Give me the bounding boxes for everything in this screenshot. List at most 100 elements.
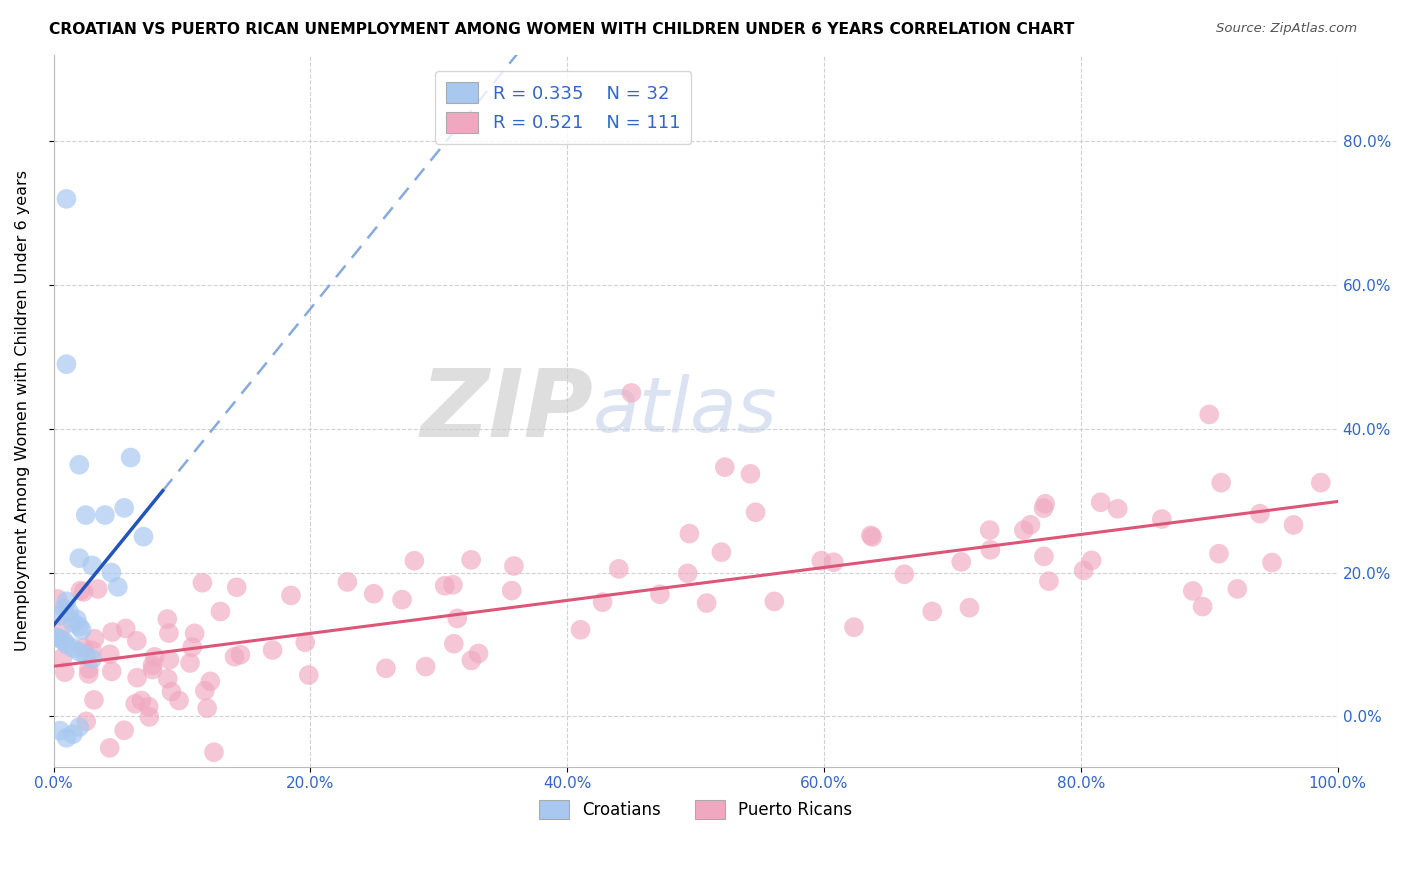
Point <box>1208 547 1230 561</box>
Point <box>58 605 80 619</box>
Point <box>810 554 832 568</box>
Point <box>1226 582 1249 596</box>
Point <box>138 710 160 724</box>
Point <box>49 632 72 646</box>
Point <box>569 623 592 637</box>
Point <box>1309 475 1331 490</box>
Point <box>959 600 981 615</box>
Point <box>860 530 883 544</box>
Point <box>1019 517 1042 532</box>
Point <box>70 623 93 637</box>
Point <box>67 644 90 658</box>
Point <box>1012 523 1035 537</box>
Text: CROATIAN VS PUERTO RICAN UNEMPLOYMENT AMONG WOMEN WITH CHILDREN UNDER 6 YEARS CO: CROATIAN VS PUERTO RICAN UNEMPLOYMENT AM… <box>49 22 1074 37</box>
Point <box>744 505 766 519</box>
Point <box>280 588 302 602</box>
Point <box>62 615 84 630</box>
Point <box>67 720 90 734</box>
Point <box>183 626 205 640</box>
Point <box>100 566 122 580</box>
Point <box>678 526 700 541</box>
Point <box>194 683 217 698</box>
Point <box>156 612 179 626</box>
Point <box>49 723 72 738</box>
Point <box>1198 408 1220 422</box>
Point <box>1261 556 1284 570</box>
Point <box>125 633 148 648</box>
Point <box>157 626 180 640</box>
Point <box>141 658 163 673</box>
Point <box>191 575 214 590</box>
Point <box>676 566 699 581</box>
Point <box>441 578 464 592</box>
Point <box>336 574 359 589</box>
Point <box>502 558 524 573</box>
Point <box>467 647 489 661</box>
Point <box>740 467 762 481</box>
Point <box>138 699 160 714</box>
Point <box>1032 549 1054 564</box>
Point <box>374 661 396 675</box>
Point <box>131 693 153 707</box>
Point <box>1181 583 1204 598</box>
Point <box>67 551 90 566</box>
Point <box>157 653 180 667</box>
Point <box>202 745 225 759</box>
Point <box>1150 512 1173 526</box>
Point <box>53 665 76 680</box>
Point <box>195 701 218 715</box>
Point <box>714 460 737 475</box>
Point <box>209 604 232 618</box>
Point <box>49 608 72 623</box>
Point <box>66 612 89 626</box>
Point <box>262 643 284 657</box>
Point <box>607 562 630 576</box>
Point <box>62 640 84 655</box>
Point <box>229 648 252 662</box>
Point <box>460 653 482 667</box>
Point <box>842 620 865 634</box>
Point <box>82 558 104 573</box>
Y-axis label: Unemployment Among Women with Children Under 6 years: Unemployment Among Women with Children U… <box>15 170 30 651</box>
Point <box>167 693 190 707</box>
Point <box>1282 517 1305 532</box>
Point <box>52 633 75 648</box>
Point <box>950 555 973 569</box>
Point <box>55 594 77 608</box>
Point <box>696 596 718 610</box>
Text: Source: ZipAtlas.com: Source: ZipAtlas.com <box>1216 22 1357 36</box>
Point <box>156 672 179 686</box>
Point <box>225 580 247 594</box>
Point <box>94 508 117 522</box>
Point <box>98 740 121 755</box>
Point <box>62 727 84 741</box>
Point <box>1073 563 1095 577</box>
Point <box>363 587 385 601</box>
Point <box>298 668 321 682</box>
Point <box>124 697 146 711</box>
Point <box>763 594 786 608</box>
Point <box>1249 507 1271 521</box>
Point <box>55 637 77 651</box>
Point <box>73 584 96 599</box>
Point <box>391 592 413 607</box>
Point <box>98 648 121 662</box>
Point <box>710 545 733 559</box>
Point <box>620 385 643 400</box>
Point <box>101 625 124 640</box>
Point <box>979 542 1001 557</box>
Point <box>120 450 142 465</box>
Point <box>100 665 122 679</box>
Point <box>49 622 72 636</box>
Point <box>75 508 97 522</box>
Point <box>46 591 69 606</box>
Point <box>1211 475 1233 490</box>
Point <box>55 357 77 371</box>
Point <box>75 714 97 729</box>
Point <box>446 611 468 625</box>
Point <box>112 723 135 738</box>
Point <box>67 619 90 633</box>
Point <box>979 523 1001 537</box>
Point <box>501 583 523 598</box>
Point <box>1191 599 1213 614</box>
